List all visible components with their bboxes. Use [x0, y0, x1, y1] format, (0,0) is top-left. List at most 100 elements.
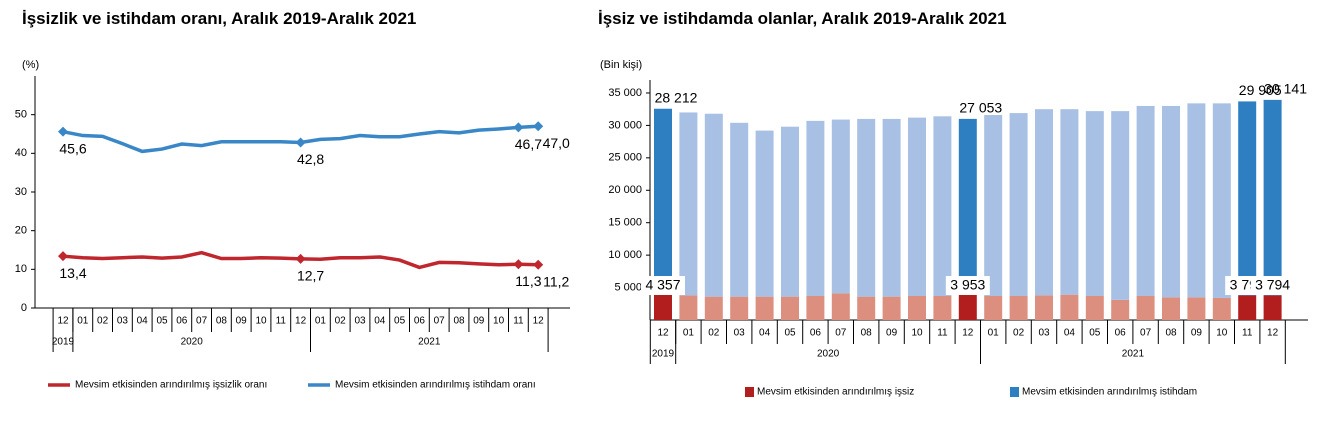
- legend-label: Mevsim etkisinden arındırılmış işsizlik …: [75, 380, 267, 391]
- bar-segment: [882, 296, 901, 320]
- y-tick-label: 10: [15, 263, 27, 275]
- x-tick-label: 08: [216, 316, 228, 327]
- data-label: 27 053: [959, 100, 1002, 116]
- chart-title: İşsiz ve istihdamda olanlar, Aralık 2019…: [598, 9, 1007, 28]
- y-axis-label: (%): [22, 59, 39, 71]
- bar-segment: [1060, 109, 1079, 295]
- data-label: 46,7: [515, 136, 542, 152]
- point-marker: [513, 259, 524, 270]
- bar-segment: [984, 296, 1003, 320]
- bar-segment: [933, 116, 952, 296]
- x-tick-label: 08: [861, 328, 873, 339]
- x-tick-label: 07: [1140, 328, 1152, 339]
- x-tick-label: 12: [295, 316, 307, 327]
- bar-segment: [755, 130, 774, 297]
- x-tick-label: 12: [962, 328, 974, 339]
- point-marker: [513, 122, 524, 133]
- bar-segment: [1136, 296, 1155, 320]
- x-tick-label: 10: [911, 328, 923, 339]
- bar-segment: [781, 126, 799, 297]
- bar-segment: [1187, 297, 1206, 320]
- bar-segment: [1162, 297, 1180, 320]
- x-tick-label: 03: [734, 328, 746, 339]
- data-label: 47,0: [543, 135, 570, 151]
- bar-segment: [1263, 99, 1282, 296]
- bar-segment: [1060, 294, 1079, 320]
- y-tick-label: 15 000: [608, 217, 642, 229]
- bar-segment: [806, 120, 825, 296]
- bar-segment: [1238, 101, 1257, 296]
- bar-segment: [1162, 105, 1180, 298]
- y-tick-label: 20: [15, 225, 27, 237]
- data-label: 28 212: [655, 89, 698, 105]
- bar-segment: [730, 296, 749, 320]
- data-label: 45,6: [59, 140, 86, 156]
- y-tick-label: 10 000: [608, 249, 642, 261]
- data-label: 11,2: [543, 273, 569, 289]
- bar-segment: [654, 291, 672, 320]
- bar-segment: [1009, 296, 1028, 320]
- legend-swatch: [1010, 387, 1019, 397]
- x-tick-label: 04: [374, 316, 386, 327]
- bar-segment: [806, 296, 825, 320]
- x-tick-label: 11: [276, 316, 287, 327]
- bar-segment: [1111, 299, 1130, 320]
- x-tick-label: 01: [315, 316, 327, 327]
- x-tick-label: 10: [1216, 328, 1228, 339]
- bar-segment: [704, 113, 723, 297]
- legend-label: Mevsim etkisinden arındırılmış işsiz: [757, 387, 914, 398]
- y-tick-label: 0: [21, 302, 27, 314]
- bar-segment: [1035, 109, 1053, 296]
- bar-segment: [1238, 295, 1257, 320]
- y-tick-label: 35 000: [608, 87, 642, 99]
- bar-segment: [1035, 295, 1053, 320]
- data-label: 13,4: [59, 265, 86, 281]
- y-tick-label: 25 000: [608, 152, 642, 164]
- x-tick-label: 02: [97, 316, 109, 327]
- x-tick-label: 03: [117, 316, 129, 327]
- bar-segment: [958, 118, 977, 295]
- x-tick-label: 01: [683, 328, 695, 339]
- bar-segment: [1212, 297, 1231, 320]
- data-label: 30 141: [1264, 81, 1307, 97]
- x-tick-label: 02: [708, 328, 720, 339]
- x-tick-label: 10: [493, 316, 505, 327]
- legend-label: Mevsim etkisinden arındırılmış istihdam …: [335, 380, 536, 391]
- point-marker: [58, 251, 68, 262]
- data-label: 42,8: [297, 151, 324, 167]
- x-tick-label: 04: [137, 316, 149, 327]
- data-label-box: [945, 276, 990, 295]
- y-tick-label: 30: [15, 186, 27, 198]
- x-tick-label: 09: [886, 328, 898, 339]
- x-tick-label: 01: [988, 328, 1000, 339]
- point-marker: [58, 126, 68, 137]
- x-tick-label: 12: [657, 328, 669, 339]
- bar-segment: [654, 108, 672, 292]
- data-label-box: [1250, 276, 1295, 295]
- x-tick-label: 06: [1115, 328, 1127, 339]
- data-label-box: [641, 276, 685, 295]
- year-label: 2020: [181, 337, 204, 348]
- year-label: 2019: [52, 337, 75, 348]
- point-marker: [533, 259, 544, 270]
- bar-segment: [857, 296, 876, 320]
- x-tick-label: 03: [1038, 328, 1050, 339]
- legend-label: Mevsim etkisinden arındırılmış istihdam: [1022, 387, 1197, 398]
- bar-segment: [755, 296, 774, 320]
- x-tick-label: 07: [835, 328, 847, 339]
- y-tick-label: 40: [15, 147, 27, 159]
- x-tick-label: 10: [255, 316, 267, 327]
- bar-segment: [882, 118, 901, 297]
- data-label: 29 905: [1239, 82, 1282, 98]
- bar-segment: [984, 115, 1003, 296]
- year-label: 2021: [1122, 349, 1145, 360]
- year-label: 2020: [817, 349, 840, 360]
- point-marker: [533, 121, 544, 132]
- bar-segment: [1136, 105, 1155, 296]
- chart-title: İşsizlik ve istihdam oranı, Aralık 2019-…: [22, 9, 416, 28]
- x-tick-label: 11: [937, 328, 948, 339]
- bar-segment: [781, 296, 799, 320]
- x-tick-label: 04: [759, 328, 771, 339]
- x-tick-label: 01: [77, 316, 89, 327]
